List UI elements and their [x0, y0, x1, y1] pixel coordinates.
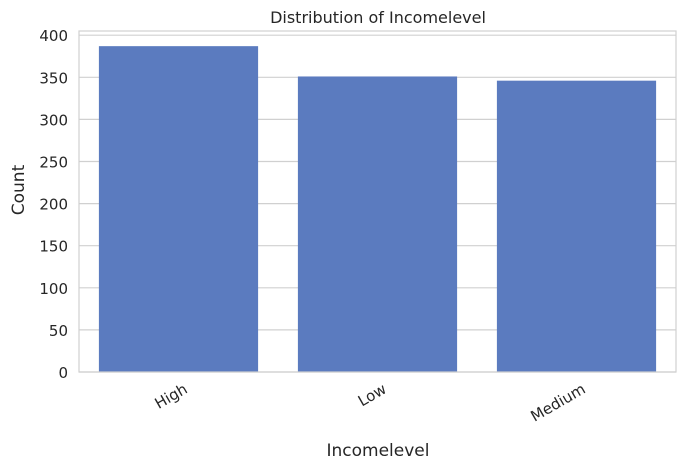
bar — [496, 80, 657, 372]
y-tick-label: 250 — [39, 154, 68, 172]
y-tick-label: 350 — [39, 69, 68, 87]
bars — [98, 46, 657, 373]
y-tick-label: 0 — [58, 364, 68, 382]
plot-frame — [78, 30, 677, 373]
x-axis-label: Incomelevel — [327, 441, 430, 461]
y-tick-label: 50 — [49, 322, 68, 340]
bar — [98, 46, 259, 373]
y-tick-labels: 0 50 100 150 200 250 300 350 400 — [39, 27, 68, 382]
y-tick-label: 400 — [39, 27, 68, 45]
y-tick-label: 150 — [39, 238, 68, 256]
y-tick-label: 100 — [39, 280, 68, 298]
y-axis-label: Count — [9, 164, 29, 215]
chart-title: Distribution of Incomelevel — [270, 8, 486, 27]
y-tick-label: 200 — [39, 196, 68, 214]
y-tick-label: 300 — [39, 111, 68, 129]
bar — [297, 76, 458, 372]
